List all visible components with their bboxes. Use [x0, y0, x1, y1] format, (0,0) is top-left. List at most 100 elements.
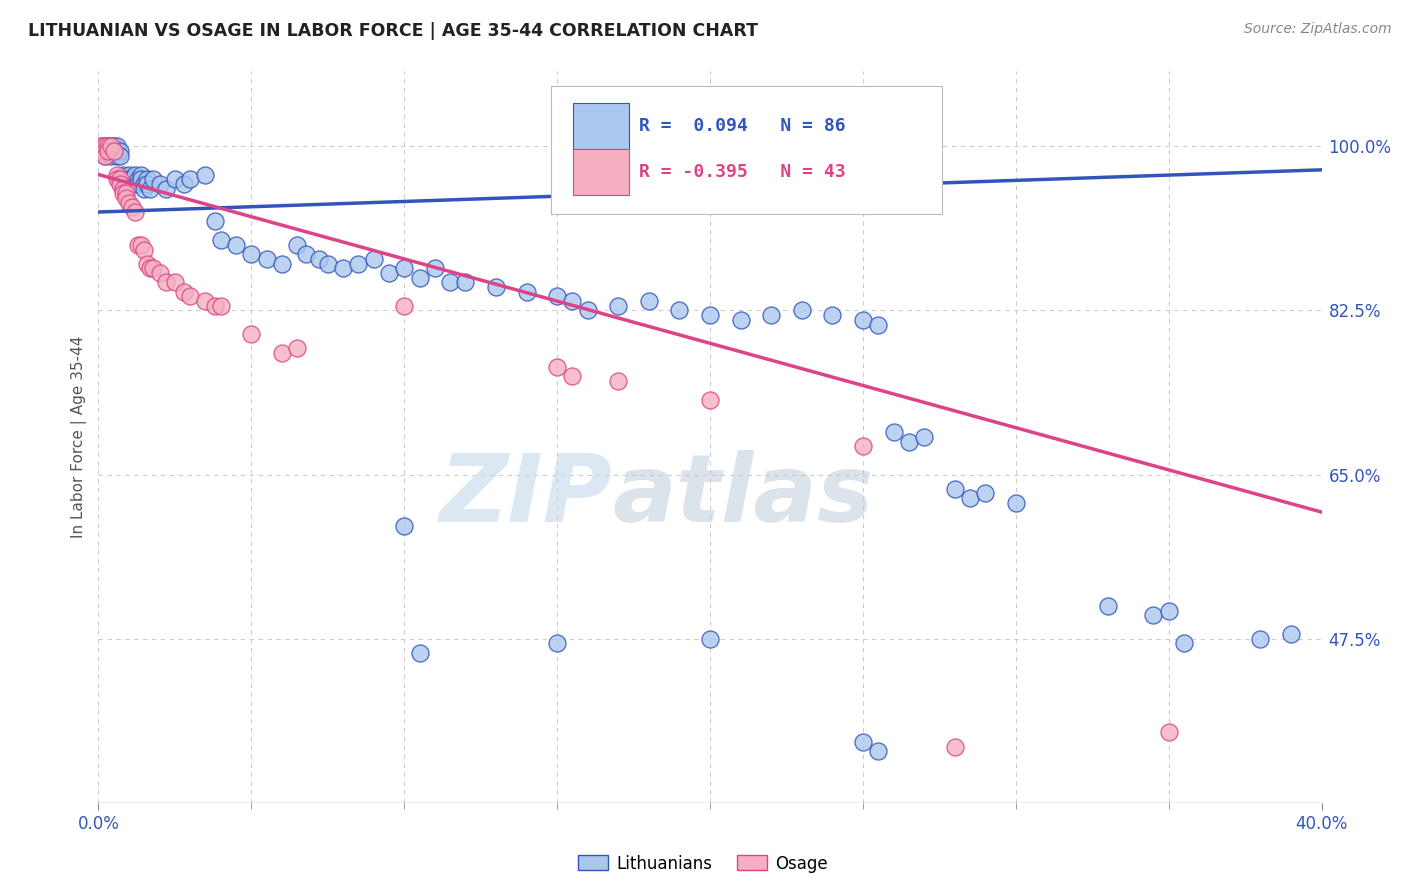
Point — [108, 177, 131, 191]
Point — [256, 252, 278, 266]
Point — [93, 149, 115, 163]
Point — [1097, 599, 1119, 613]
Point — [270, 257, 292, 271]
Point — [240, 326, 263, 341]
Point — [129, 172, 152, 186]
Point — [118, 168, 141, 182]
Point — [108, 149, 131, 163]
Text: R =  0.094   N = 86: R = 0.094 N = 86 — [640, 117, 845, 136]
Point — [637, 294, 661, 309]
Point — [93, 144, 115, 158]
Point — [209, 299, 232, 313]
Point — [607, 374, 630, 388]
Point — [546, 289, 568, 303]
Point — [1249, 632, 1271, 646]
Point — [103, 144, 125, 158]
Point — [100, 149, 122, 163]
Point — [129, 168, 152, 182]
Point — [134, 181, 156, 195]
Point — [111, 181, 134, 195]
Text: ZIP: ZIP — [439, 450, 612, 541]
Point — [852, 440, 875, 454]
Point — [883, 425, 905, 440]
Point — [115, 186, 138, 201]
Point — [699, 392, 721, 407]
Point — [129, 237, 152, 252]
Point — [295, 247, 318, 261]
Point — [127, 172, 149, 186]
Point — [121, 200, 143, 214]
Point — [270, 345, 292, 359]
Point — [285, 237, 308, 252]
Point — [225, 237, 247, 252]
Point — [173, 177, 195, 191]
Point — [485, 280, 508, 294]
Point — [136, 172, 159, 186]
Point — [730, 313, 752, 327]
Point — [790, 303, 813, 318]
Point — [105, 149, 128, 163]
Point — [100, 139, 122, 153]
Point — [93, 144, 115, 158]
Point — [943, 482, 966, 496]
Point — [392, 519, 416, 533]
Y-axis label: In Labor Force | Age 35-44: In Labor Force | Age 35-44 — [72, 336, 87, 538]
Point — [408, 646, 430, 660]
Point — [90, 144, 112, 158]
Point — [111, 186, 134, 201]
Point — [97, 144, 120, 158]
Point — [546, 636, 568, 650]
Point — [363, 252, 385, 266]
Point — [561, 369, 583, 384]
FancyBboxPatch shape — [574, 103, 630, 149]
Point — [118, 195, 141, 210]
Point — [423, 261, 446, 276]
Point — [97, 144, 120, 158]
Point — [392, 299, 416, 313]
Legend: Lithuanians, Osage: Lithuanians, Osage — [571, 848, 835, 880]
Point — [1142, 608, 1164, 623]
Point — [546, 359, 568, 374]
Point — [124, 168, 146, 182]
Point — [868, 744, 890, 758]
Point — [136, 257, 159, 271]
Point — [959, 491, 981, 505]
Point — [179, 172, 201, 186]
Point — [194, 294, 217, 309]
Point — [699, 308, 721, 322]
Point — [912, 430, 935, 444]
Point — [454, 276, 477, 290]
Point — [111, 168, 134, 182]
Point — [516, 285, 538, 299]
Point — [316, 257, 339, 271]
FancyBboxPatch shape — [551, 86, 942, 214]
Text: R = -0.395   N = 43: R = -0.395 N = 43 — [640, 163, 845, 181]
Point — [561, 294, 583, 309]
Point — [115, 177, 138, 191]
Point — [127, 237, 149, 252]
Point — [1279, 627, 1302, 641]
Point — [173, 285, 195, 299]
Point — [93, 149, 115, 163]
Text: atlas: atlas — [612, 450, 873, 541]
Point — [97, 139, 120, 153]
Point — [105, 168, 128, 182]
Point — [124, 205, 146, 219]
Point — [347, 257, 370, 271]
Point — [105, 172, 128, 186]
Point — [155, 276, 177, 290]
Point — [142, 261, 165, 276]
Point — [139, 261, 162, 276]
Point — [408, 270, 430, 285]
Point — [115, 172, 138, 186]
Point — [1157, 725, 1180, 739]
Point — [115, 191, 138, 205]
FancyBboxPatch shape — [574, 149, 630, 195]
Point — [163, 172, 186, 186]
Point — [308, 252, 330, 266]
Point — [149, 266, 172, 280]
Point — [90, 144, 112, 158]
Point — [155, 181, 177, 195]
Point — [576, 303, 599, 318]
Point — [90, 139, 112, 153]
